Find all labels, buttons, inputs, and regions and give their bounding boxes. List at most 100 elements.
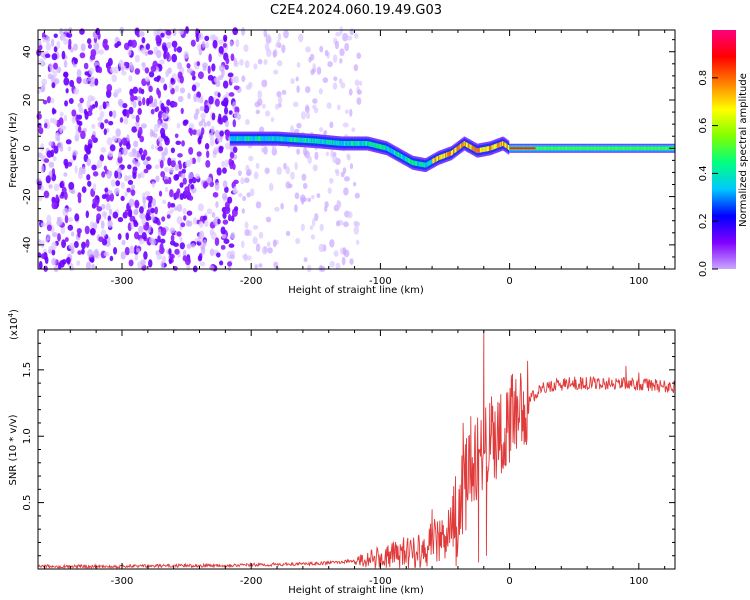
noise-blob (197, 203, 204, 212)
ridge-core (506, 144, 509, 150)
ridge-core (322, 139, 325, 145)
ridge-core (418, 161, 420, 167)
noise-blob (142, 196, 147, 205)
noise-blob (281, 89, 287, 95)
noise-blob (47, 73, 53, 80)
noise-blob (232, 27, 239, 36)
noise-blob (109, 192, 115, 202)
noise-blob (208, 53, 212, 63)
ridge-core (400, 154, 403, 159)
noise-blob (67, 161, 73, 167)
noise-blob (126, 187, 131, 193)
ridge-core (256, 136, 259, 142)
noise-blob (327, 187, 332, 194)
noise-blob (93, 42, 100, 51)
ridge-core (575, 146, 577, 150)
ridge-core (547, 146, 549, 150)
ridge-core (499, 142, 502, 147)
noise-blob (84, 111, 89, 120)
snr-x-ticks: -300 -200 -100 0 100 (43, 330, 666, 587)
noise-blob (122, 103, 128, 109)
noise-blob (245, 84, 252, 90)
noise-blob (266, 241, 271, 247)
noise-blob (176, 231, 182, 237)
noise-blob (64, 100, 69, 107)
noise-blob (134, 161, 141, 167)
noise-blob (230, 254, 235, 260)
ridge-core (277, 136, 279, 142)
noise-blob (222, 211, 227, 219)
ridge-core (463, 141, 466, 147)
ridge-core (375, 143, 377, 149)
ridge-core (304, 137, 306, 143)
snr-y-ticks: 0.5 1.0 1.5 (22, 329, 675, 570)
ridge-core (646, 146, 648, 150)
spectrogram-x-tick-label: 0 (506, 276, 512, 287)
noise-blob (324, 206, 328, 212)
noise-blob (98, 49, 105, 55)
noise-blob (239, 58, 244, 66)
noise-blob (133, 140, 139, 148)
noise-blob (303, 257, 308, 263)
noise-blob (103, 251, 110, 257)
noise-blob (265, 110, 271, 117)
noise-blob (228, 243, 235, 248)
noise-blob (353, 225, 360, 235)
noise-blob (270, 117, 275, 122)
ridge-core (456, 146, 459, 152)
spectrogram-x-tick-label: -200 (240, 276, 263, 287)
noise-blob (176, 122, 181, 129)
noise-blob (62, 207, 69, 217)
noise-blob (161, 112, 168, 120)
ridge-core (461, 142, 463, 148)
noise-blob (112, 110, 117, 119)
noise-blob (221, 234, 227, 239)
noise-blob (243, 44, 249, 52)
noise-blob (162, 199, 167, 205)
noise-blob (309, 53, 315, 61)
ridge-core (245, 136, 247, 142)
ridge-core (296, 137, 298, 143)
noise-blob (45, 35, 50, 44)
ridge-core (419, 161, 421, 167)
noise-blob (261, 246, 268, 255)
noise-blob (244, 60, 250, 69)
noise-blob (276, 91, 282, 98)
ridge-core (639, 146, 641, 150)
noise-blob (85, 147, 91, 155)
ridge-core (493, 144, 496, 150)
noise-blob (128, 106, 134, 115)
noise-blob (356, 52, 362, 59)
noise-blob (117, 137, 121, 143)
noise-blob (77, 192, 82, 200)
noise-blob (174, 248, 180, 255)
noise-blob (218, 46, 224, 54)
noise-blob (204, 219, 209, 228)
ridge-core (354, 141, 356, 146)
ridge-core (507, 144, 510, 150)
noise-blob (45, 42, 52, 51)
noise-blob (185, 219, 191, 227)
noise-blob (140, 47, 146, 55)
noise-blob (304, 105, 310, 114)
spectrogram-y-tick-label: 20 (22, 94, 33, 107)
noise-blob (206, 176, 213, 184)
noise-blob (87, 249, 93, 258)
noise-blob (296, 62, 301, 68)
ridge-core (619, 146, 621, 150)
noise-blob (150, 108, 155, 115)
noise-blob (46, 224, 52, 232)
noise-blob (186, 68, 193, 74)
noise-blob (56, 219, 63, 227)
noise-blob (227, 265, 232, 272)
ridge-core (435, 156, 438, 162)
noise-blob (160, 260, 165, 270)
ridge-core (288, 136, 290, 142)
ridge-core (260, 136, 262, 142)
noise-blob (163, 83, 168, 91)
noise-blob (85, 210, 90, 219)
ridge-core (431, 159, 433, 165)
noise-blob (209, 132, 214, 140)
noise-blob (51, 249, 56, 256)
noise-blob (349, 163, 354, 170)
